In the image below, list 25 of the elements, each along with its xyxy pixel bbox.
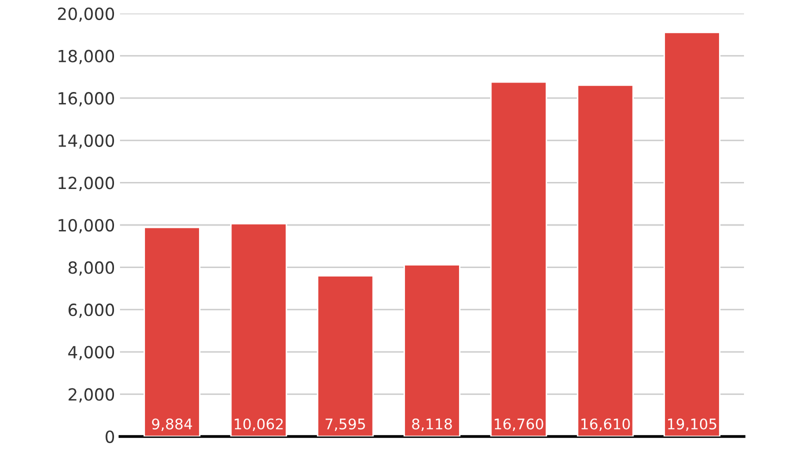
bar <box>316 275 374 436</box>
y-tick-label: 18,000 <box>58 50 114 64</box>
y-tick-label: 0 <box>106 430 114 444</box>
data-label: 19,105 <box>668 418 716 431</box>
y-tick-label: 8,000 <box>68 261 114 276</box>
bar <box>490 81 548 436</box>
y-tick-label: 2,000 <box>68 388 114 402</box>
data-label: 7,595 <box>326 418 365 431</box>
y-tick-label: 4,000 <box>68 346 114 360</box>
bar <box>576 84 634 436</box>
data-label: 16,610 <box>581 418 630 431</box>
data-label: 10,062 <box>234 418 283 431</box>
y-tick-label: 6,000 <box>68 304 114 318</box>
data-label: 16,760 <box>494 418 544 431</box>
y-tick-label: 14,000 <box>58 134 114 149</box>
y-tick-label: 12,000 <box>58 176 114 191</box>
y-tick-label: 16,000 <box>58 92 114 106</box>
data-label: 9,884 <box>152 418 192 431</box>
y-tick-label: 20,000 <box>58 7 114 22</box>
y-tick-label: 10,000 <box>58 218 114 234</box>
bar <box>230 222 288 436</box>
bar <box>144 226 200 436</box>
data-label: 8,118 <box>412 418 452 431</box>
bar <box>404 264 460 436</box>
bar <box>664 32 720 436</box>
